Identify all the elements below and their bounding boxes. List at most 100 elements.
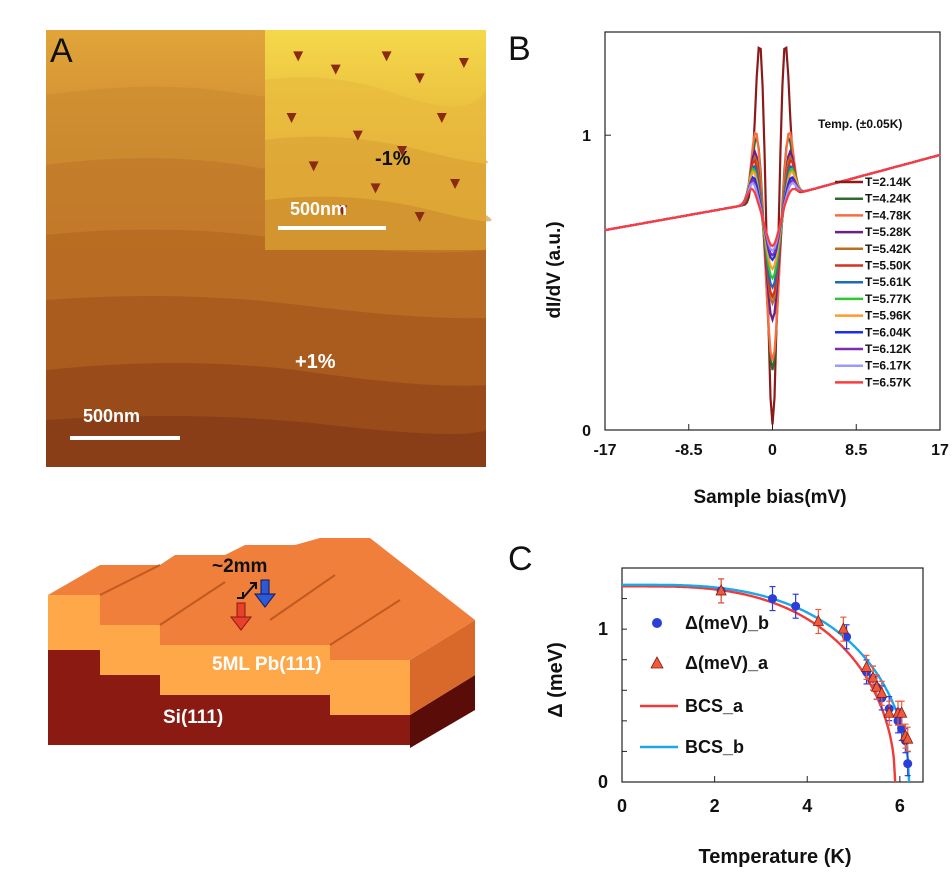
- inset-pit: [458, 58, 469, 68]
- panel-c: C 0 2 4 6 0 1 Δ(meV)_b Δ(meV)_a BCS_a BCS_b Temp…: [500, 520, 952, 876]
- panel-c-point-a: [876, 686, 888, 698]
- panel-c-xtick-label: 6: [895, 796, 905, 816]
- panel-c-ylabel: Δ (meV): [545, 642, 567, 718]
- film-label: 5ML Pb(111): [212, 654, 321, 675]
- main-scale-label: 500nm: [83, 406, 140, 426]
- sample-diagram: ~2mm 5ML Pb(111) Si(111): [0, 520, 500, 780]
- panel-c-point-b: [903, 759, 913, 769]
- inset-pit: [293, 51, 304, 62]
- inset-scale-bar: [278, 226, 386, 230]
- panel-c-point-a: [867, 671, 879, 683]
- panel-b-ytick-label: 0: [582, 423, 591, 440]
- inset-scale-label: 500nm: [290, 199, 347, 219]
- stm-inset-image: [265, 30, 492, 251]
- panel-b-letter: B: [508, 30, 531, 68]
- thickness-arrow-icon: [237, 582, 257, 599]
- inset-pits: [286, 51, 469, 222]
- thickness-label: ~2mm: [212, 556, 267, 577]
- panel-c-ytick-label: 0: [598, 772, 608, 792]
- panel-b-xlabel: Sample bias(mV): [693, 487, 846, 508]
- panel-c-xtick-label: 2: [710, 796, 720, 816]
- panel-b-legend-label: T=6.04K: [865, 325, 912, 339]
- panel-c-point-a: [902, 732, 914, 744]
- blue-arrow-icon: [253, 579, 277, 608]
- substrate-label: Si(111): [163, 707, 223, 728]
- panel-b-ylabel: dI/dV (a.u.): [544, 221, 565, 318]
- panel-b-legend-label: T=5.61K: [865, 275, 912, 289]
- inset-pit: [450, 179, 461, 189]
- panel-b-legend-label: T=6.57K: [865, 375, 912, 389]
- panel-c-point-b: [897, 724, 907, 733]
- inset-pit: [414, 73, 425, 84]
- panel-c-legend-marker: [652, 618, 662, 628]
- panel-c-legend-label: BCS_a: [685, 696, 744, 716]
- panel-b-legend-label: T=6.17K: [865, 359, 912, 373]
- panel-b-legend-label: T=5.77K: [865, 292, 912, 306]
- panel-c-axes: 0 2 4 6 0 1: [598, 567, 924, 816]
- panel-b: B -17 -8.5 0 8.5 17 0 1 T=2.14K T=4.24K T=4.78K T…: [500, 0, 952, 520]
- substrate-side: [410, 675, 475, 748]
- panel-c-point-a: [883, 706, 895, 718]
- panel-b-legend-label: T=6.12K: [865, 342, 912, 356]
- panel-a: A -1% 500nm +1% 500nm: [0, 0, 500, 480]
- panel-b-xtick-label: 17: [931, 442, 949, 459]
- main-scale-bar: [70, 436, 180, 440]
- panel-c-letter: C: [508, 540, 533, 578]
- inset-pit: [352, 130, 363, 141]
- panel-b-xtick-label: -8.5: [675, 442, 703, 459]
- panel-b-series-line: [604, 153, 941, 248]
- panel-b-axes: -17 -8.5 0 8.5 17 0 1: [582, 31, 949, 459]
- panel-c-point-a: [871, 680, 883, 692]
- panel-b-xtick-label: 0: [768, 442, 777, 459]
- panel-b-legend-label: T=5.42K: [865, 242, 912, 256]
- panel-c-frame: [621, 567, 924, 783]
- panel-c-xlabel: Temperature (K): [699, 846, 852, 868]
- inset-pit: [370, 183, 381, 194]
- panel-b-xtick-label: 8.5: [845, 442, 867, 459]
- panel-c-legend-marker: [650, 656, 664, 669]
- inset-pit: [436, 113, 447, 123]
- panel-c-xtick-label: 0: [617, 796, 627, 816]
- panel-c-bcs-curve: [622, 585, 897, 783]
- panel-c-legend-label: BCS_b: [685, 737, 744, 757]
- panel-b-legend-title: Temp. (±0.05K): [818, 117, 902, 131]
- panel-b-legend-label: T=2.14K: [865, 175, 912, 189]
- inset-pit: [381, 51, 392, 62]
- panel-c-curves: [622, 583, 911, 783]
- panel-b-legend-label: T=4.24K: [865, 192, 912, 206]
- panel-c-bcs-curve: [622, 583, 911, 783]
- panel-a-letter: A: [50, 32, 73, 70]
- panel-c-points: [715, 578, 914, 777]
- panel-c-ytick-label: 1: [598, 619, 608, 639]
- panel-b-legend-label: T=4.78K: [865, 208, 912, 222]
- inset-pit: [337, 205, 348, 216]
- panel-c-legend: Δ(meV)_b Δ(meV)_a BCS_a BCS_b: [640, 613, 769, 757]
- inset-pit: [414, 212, 425, 222]
- panel-b-legend-label: T=5.28K: [865, 225, 912, 239]
- panel-c-point-a: [812, 614, 824, 626]
- panel-c-point-b: [842, 632, 852, 642]
- inset-pit: [308, 161, 319, 172]
- panel-c-legend-label: Δ(meV)_b: [685, 613, 769, 633]
- inset-pit: [286, 113, 297, 123]
- inset-pit: [330, 64, 341, 75]
- red-arrow-icon: [229, 602, 253, 631]
- panel-c-xtick-label: 4: [802, 796, 812, 816]
- panel-c-point-a: [860, 660, 873, 672]
- main-strain-label: +1%: [295, 351, 336, 373]
- panel-b-xtick-label: -17: [593, 442, 616, 459]
- panel-c-point-a: [715, 584, 727, 596]
- substrate-front: [48, 650, 410, 745]
- panel-c-legend-label: Δ(meV)_a: [685, 653, 769, 673]
- panel-b-legend-label: T=5.96K: [865, 309, 912, 323]
- panel-b-legend: T=2.14K T=4.24K T=4.78K T=5.28K T=5.42K T=5.5…: [835, 175, 912, 389]
- film-side: [410, 620, 475, 715]
- inset-strain-label: -1%: [375, 148, 411, 170]
- panel-b-lines: [604, 46, 941, 425]
- panel-b-ytick-label: 1: [582, 128, 591, 145]
- panel-b-legend-label: T=5.50K: [865, 259, 912, 273]
- panel-c-point-b: [791, 601, 801, 611]
- panel-c-point-a: [896, 706, 908, 718]
- inset-pit: [397, 146, 408, 156]
- panel-c-point-a: [837, 622, 849, 634]
